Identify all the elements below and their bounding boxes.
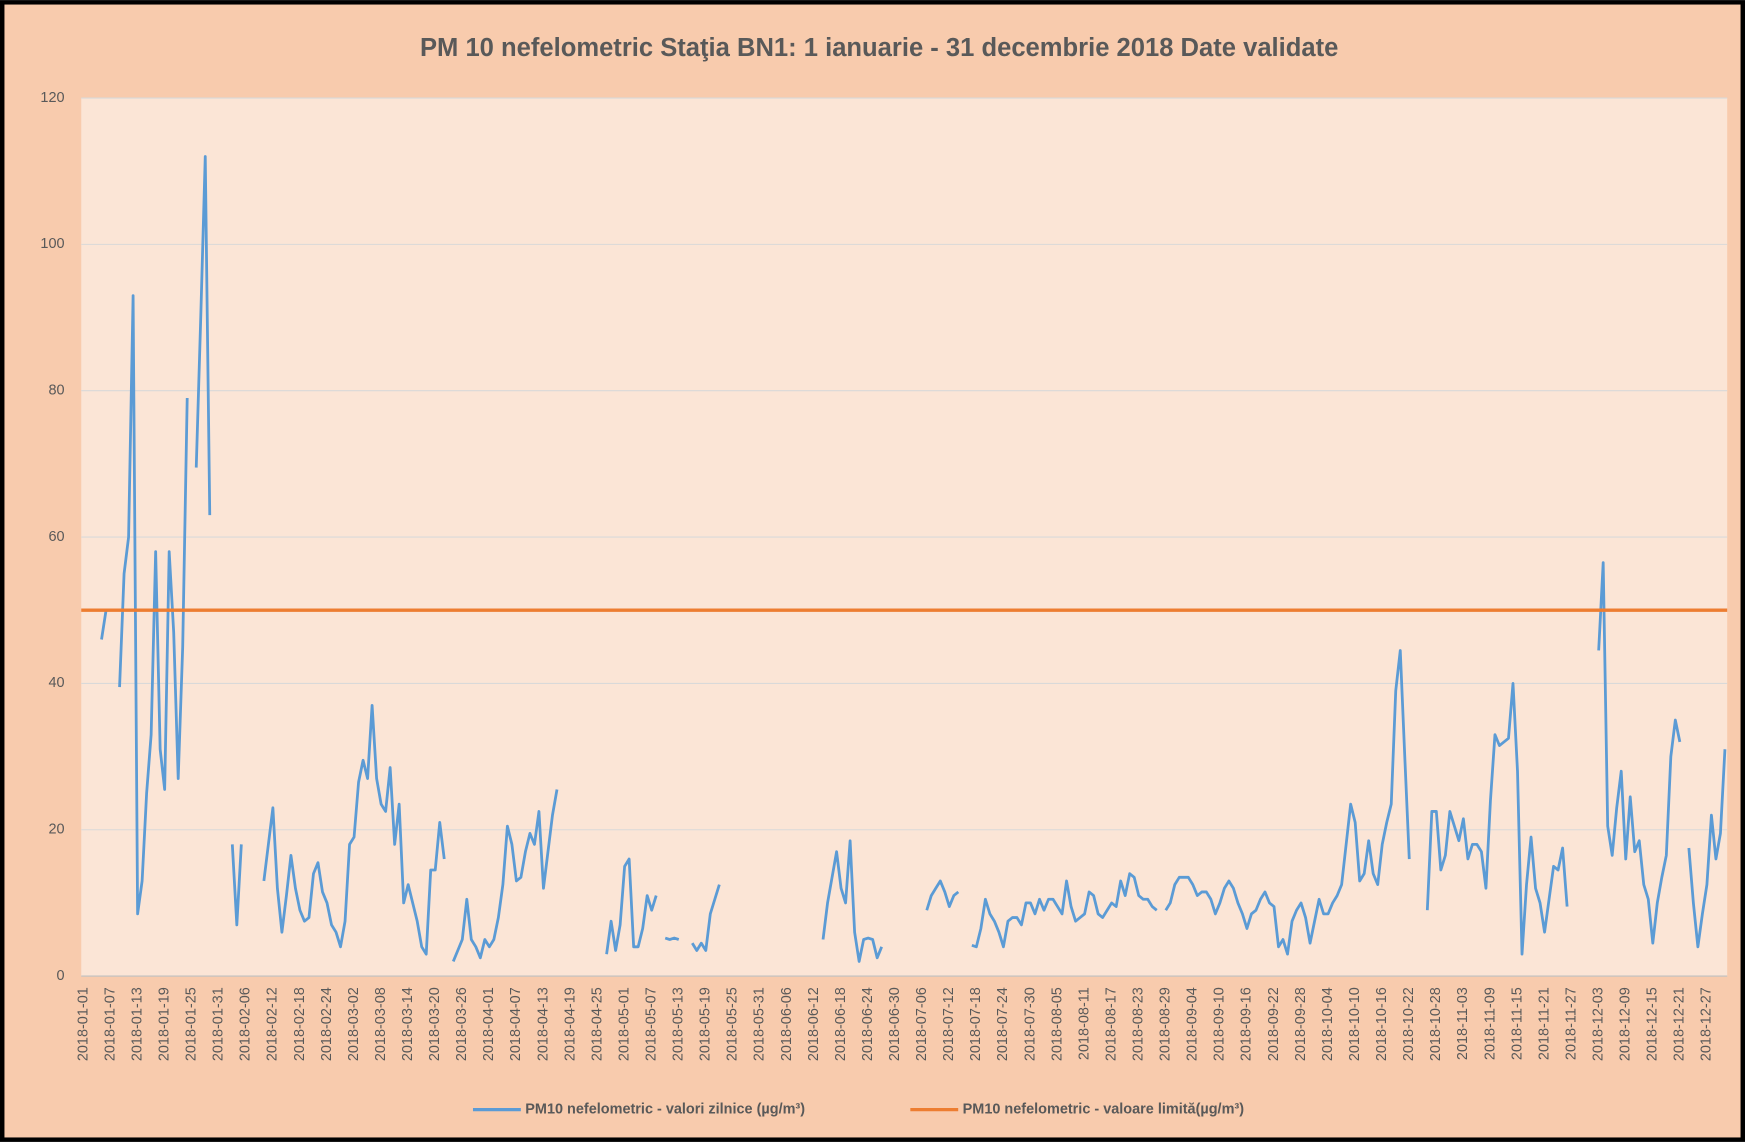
x-tick-label: 2018-09-10 <box>1212 987 1228 1061</box>
x-tick-label: 2018-02-12 <box>265 987 281 1061</box>
x-tick-label: 2018-01-01 <box>75 987 91 1061</box>
x-tick-label: 2018-10-22 <box>1401 987 1417 1061</box>
x-tick-label: 2018-08-23 <box>1131 987 1147 1061</box>
x-tick-label: 2018-08-17 <box>1103 987 1119 1061</box>
x-tick-label: 2018-02-24 <box>319 987 335 1061</box>
y-tick-label: 60 <box>48 529 64 545</box>
y-tick-label: 80 <box>48 383 64 399</box>
x-tick-label: 2018-04-01 <box>481 987 497 1061</box>
x-tick-label: 2018-12-21 <box>1672 987 1688 1061</box>
x-tick-label: 2018-03-20 <box>427 987 443 1061</box>
x-tick-label: 2018-04-07 <box>508 987 524 1061</box>
x-tick-label: 2018-06-30 <box>887 987 903 1061</box>
x-tick-label: 2018-05-07 <box>643 987 659 1061</box>
x-tick-label: 2018-12-09 <box>1618 987 1634 1061</box>
x-tick-label: 2018-01-25 <box>184 987 200 1061</box>
x-tick-label: 2018-11-27 <box>1563 987 1579 1060</box>
legend-label: PM10 nefelometric - valoare limită(µg/m³… <box>963 1101 1245 1117</box>
x-tick-label: 2018-08-11 <box>1076 987 1092 1060</box>
x-tick-label: 2018-09-28 <box>1293 987 1309 1061</box>
x-tick-label: 2018-10-04 <box>1320 987 1336 1061</box>
x-tick-label: 2018-05-19 <box>698 987 714 1061</box>
y-tick-label: 40 <box>48 675 64 691</box>
x-tick-label: 2018-03-08 <box>373 987 389 1061</box>
x-tick-label: 2018-06-06 <box>779 987 795 1061</box>
chart-title: PM 10 nefelometric Staţia BN1: 1 ianuari… <box>420 34 1338 62</box>
x-tick-label: 2018-06-24 <box>860 987 876 1061</box>
x-tick-label: 2018-09-04 <box>1185 987 1201 1061</box>
data-line <box>100 155 1727 963</box>
x-tick-label: 2018-08-29 <box>1158 987 1174 1061</box>
x-tick-label: 2018-04-25 <box>589 987 605 1061</box>
x-tick-label: 2018-06-12 <box>806 987 822 1061</box>
x-tick-label: 2018-12-27 <box>1699 987 1715 1061</box>
x-tick-label: 2018-07-12 <box>941 987 957 1061</box>
x-tick-label: 2018-12-03 <box>1590 987 1606 1061</box>
x-tick-label: 2018-01-31 <box>211 987 227 1061</box>
x-tick-label: 2018-12-15 <box>1645 987 1661 1061</box>
x-tick-label: 2018-08-05 <box>1049 987 1065 1061</box>
x-tick-label: 2018-02-06 <box>238 987 254 1061</box>
x-tick-label: 2018-09-16 <box>1239 987 1255 1061</box>
x-tick-label: 2018-04-13 <box>535 987 551 1061</box>
legend-label: PM10 nefelometric - valori zilnice (µg/m… <box>525 1101 805 1117</box>
x-tick-label: 2018-10-28 <box>1428 987 1444 1061</box>
x-tick-label: 2018-11-15 <box>1509 987 1525 1060</box>
y-tick-label: 100 <box>40 236 64 252</box>
x-tick-label: 2018-07-30 <box>1022 987 1038 1061</box>
x-tick-label: 2018-11-09 <box>1482 987 1498 1060</box>
x-tick-label: 2018-07-24 <box>995 987 1011 1061</box>
x-tick-label: 2018-01-19 <box>156 987 172 1061</box>
x-tick-label: 2018-07-06 <box>914 987 930 1061</box>
y-tick-label: 0 <box>57 968 65 984</box>
x-tick-label: 2018-01-13 <box>129 987 145 1061</box>
x-tick-label: 2018-01-07 <box>102 987 118 1061</box>
x-tick-label: 2018-10-16 <box>1374 987 1390 1061</box>
x-tick-label: 2018-03-26 <box>454 987 470 1061</box>
y-tick-label: 120 <box>40 90 64 106</box>
x-tick-label: 2018-06-18 <box>833 987 849 1061</box>
x-tick-label: 2018-05-01 <box>616 987 632 1061</box>
x-tick-label: 2018-10-10 <box>1347 987 1363 1061</box>
x-tick-label: 2018-05-25 <box>725 987 741 1061</box>
x-tick-label: 2018-03-14 <box>400 987 416 1061</box>
x-tick-label: 2018-11-03 <box>1455 987 1471 1060</box>
x-tick-label: 2018-03-02 <box>346 987 362 1061</box>
x-tick-label: 2018-02-18 <box>292 987 308 1061</box>
x-tick-label: 2018-09-22 <box>1266 987 1282 1061</box>
x-tick-label: 2018-11-21 <box>1536 987 1552 1060</box>
x-tick-label: 2018-07-18 <box>968 987 984 1061</box>
x-tick-label: 2018-05-13 <box>671 987 687 1061</box>
x-tick-label: 2018-04-19 <box>562 987 578 1061</box>
x-tick-label: 2018-05-31 <box>752 987 768 1061</box>
y-tick-label: 20 <box>48 822 64 838</box>
